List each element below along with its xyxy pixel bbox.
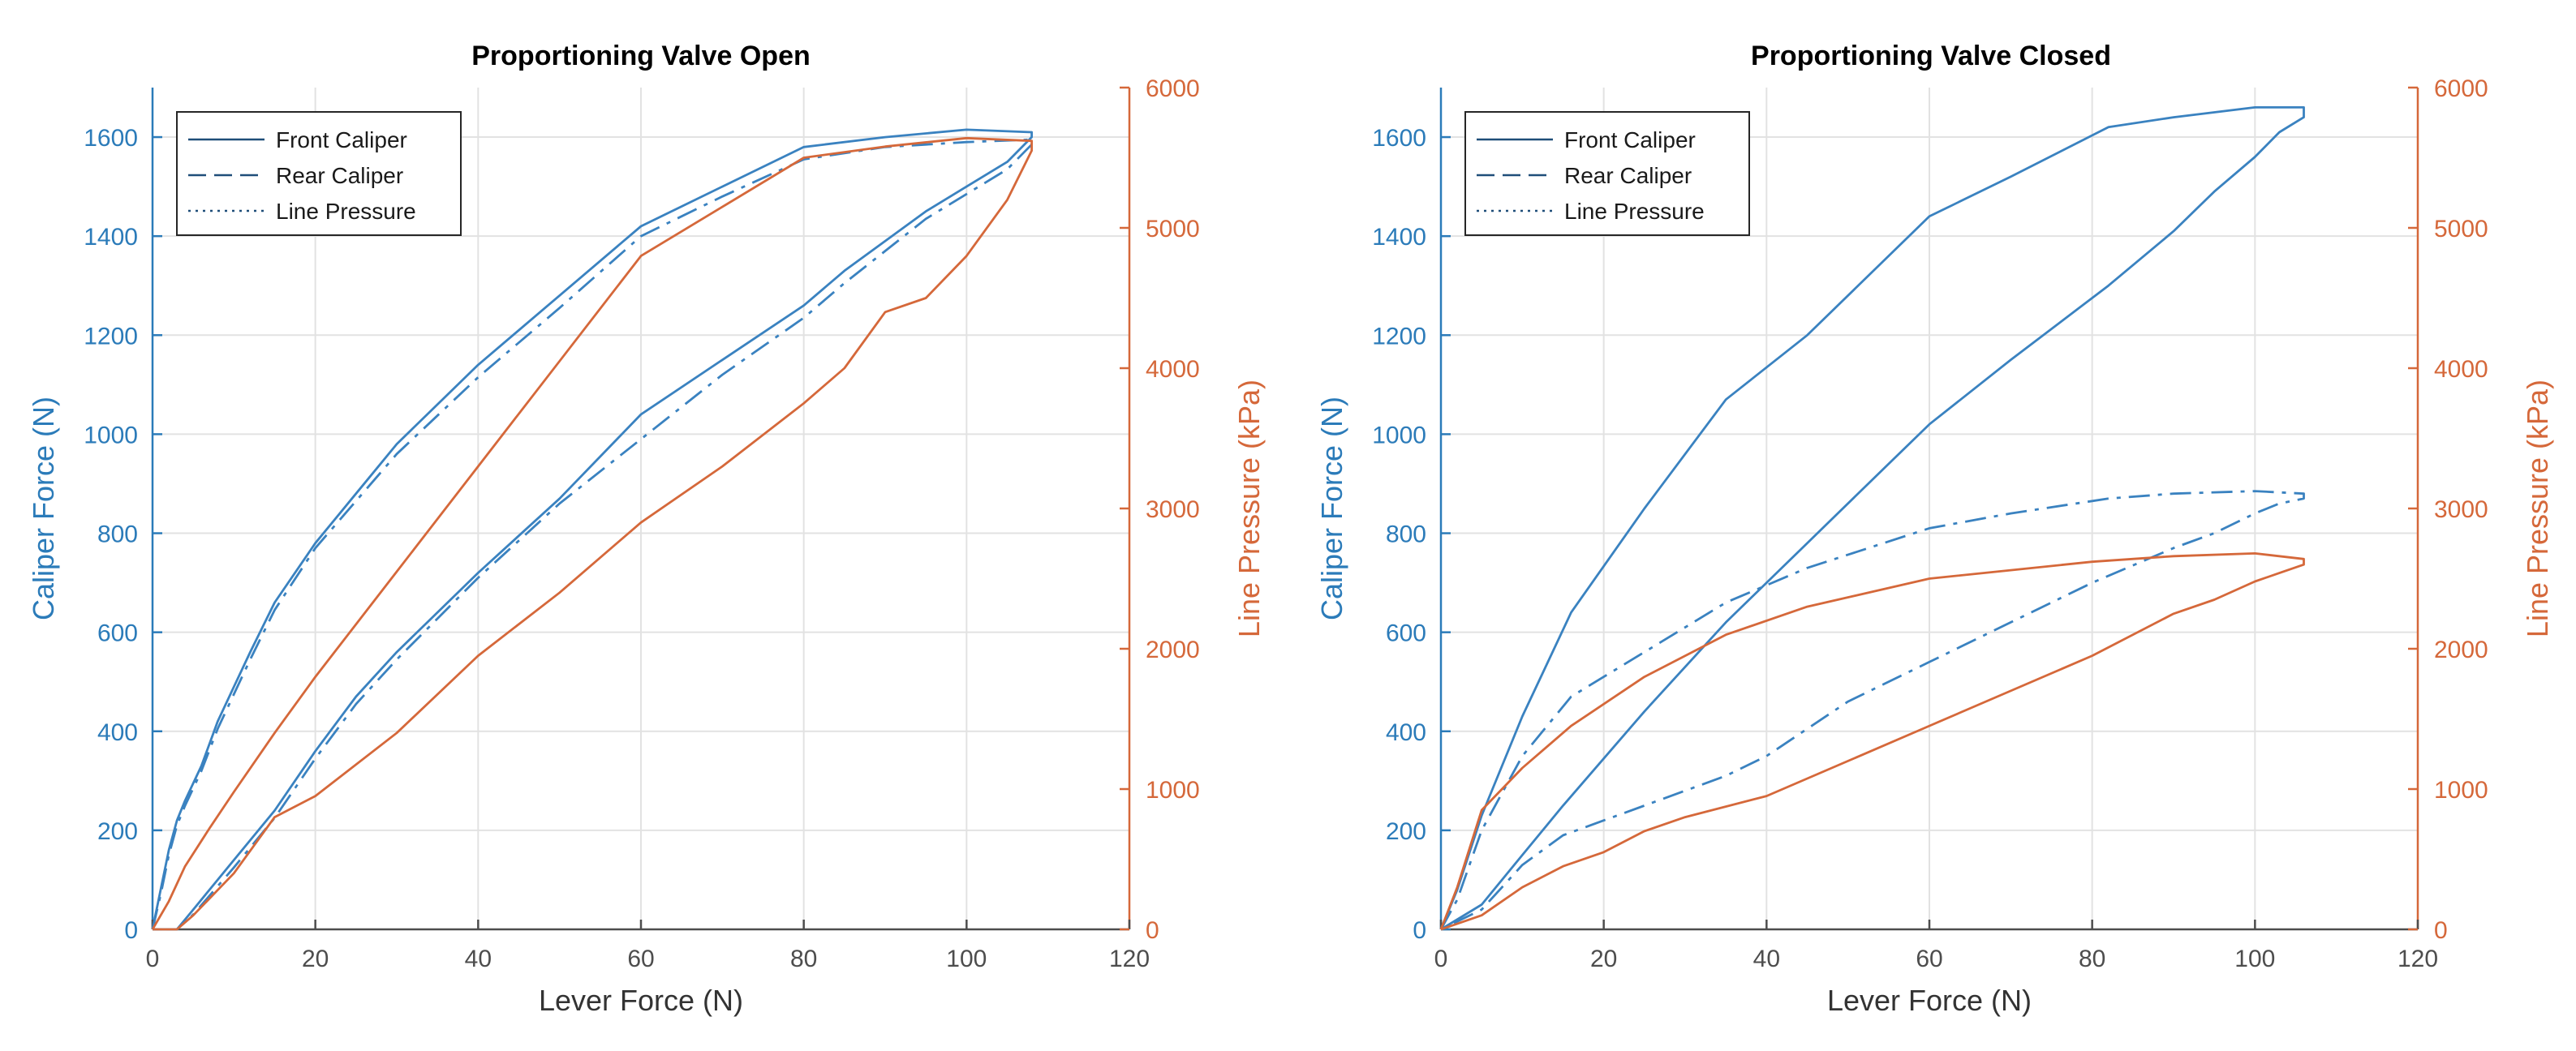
right-y-tick-label: 0 — [1146, 917, 1159, 944]
x-tick-label: 0 — [1434, 946, 1448, 972]
left-y-axis-label: Caliper Force (N) — [1315, 397, 1348, 620]
right-y-tick-label: 6000 — [2434, 75, 2488, 102]
x-tick-label: 80 — [790, 946, 817, 972]
chart-1: 0 20 40 60 80 100 1200200400600800100012001400… — [27, 41, 1266, 1017]
series-front-caliper — [151, 128, 1033, 931]
series-rear-caliper — [1439, 490, 2305, 931]
left-y-tick-label: 1200 — [84, 323, 138, 350]
left-y-axis-label: Caliper Force (N) — [27, 397, 60, 620]
chart-2: 0 20 40 60 80 100 1200200400600800100012001400… — [1315, 41, 2554, 1017]
x-tick-label: 80 — [2079, 946, 2105, 972]
x-tick-label: 60 — [1916, 946, 1942, 972]
right-y-tick-label: 3000 — [1146, 496, 1200, 523]
left-y-tick-label: 0 — [1413, 917, 1426, 944]
right-y-tick-label: 6000 — [1146, 75, 1200, 102]
left-y-tick-label: 200 — [97, 818, 138, 845]
left-y-tick-label: 1400 — [1372, 224, 1426, 251]
legend-label: Rear Caliper — [276, 163, 403, 188]
x-tick-label: 120 — [2398, 946, 2438, 972]
right-y-tick-label: 0 — [2434, 917, 2448, 944]
chart-title: Proportioning Valve Open — [471, 41, 811, 71]
legend-box — [1464, 111, 1750, 236]
left-y-tick-label: 1200 — [1372, 323, 1426, 350]
series-group — [151, 128, 1033, 931]
left-y-tick-label: 1000 — [1372, 422, 1426, 448]
left-y-tick-label: 600 — [97, 620, 138, 647]
left-y-tick-label: 600 — [1386, 620, 1426, 647]
x-tick-label: 100 — [946, 946, 987, 972]
left-y-tick-label: 400 — [97, 719, 138, 746]
right-y-tick-label: 4000 — [2434, 356, 2488, 383]
legend: Front Caliper Rear Caliper Line Pressure — [1464, 111, 1750, 236]
left-y-tick-label: 800 — [1386, 521, 1426, 548]
x-tick-label: 40 — [1753, 946, 1780, 972]
legend-box — [176, 111, 462, 236]
right-y-tick-label: 3000 — [2434, 496, 2488, 523]
left-y-tick-label: 0 — [124, 917, 138, 944]
right-y-tick-label: 4000 — [1146, 356, 1200, 383]
right-y-tick-label: 2000 — [1146, 637, 1200, 663]
series-line-pressure — [151, 136, 1033, 931]
chart-title: Proportioning Valve Closed — [1751, 41, 2111, 71]
x-tick-label: 60 — [627, 946, 654, 972]
legend-label: Front Caliper — [276, 127, 407, 152]
left-y-tick-label: 1400 — [84, 224, 138, 251]
x-axis-label: Lever Force (N) — [539, 984, 743, 1017]
right-y-tick-label: 2000 — [2434, 637, 2488, 663]
series-group — [1439, 105, 2305, 931]
legend-label: Front Caliper — [1564, 127, 1696, 152]
series-front-caliper — [1439, 105, 2305, 931]
legend-label: Line Pressure — [1564, 199, 1705, 224]
left-y-tick-label: 1000 — [84, 422, 138, 448]
right-y-tick-label: 1000 — [2434, 777, 2488, 804]
right-y-tick-label: 5000 — [1146, 216, 1200, 242]
legend-label: Line Pressure — [276, 199, 416, 224]
right-y-axis-label: Line Pressure (kPa) — [2521, 380, 2554, 637]
legend-label: Rear Caliper — [1564, 163, 1692, 188]
right-y-axis-label: Line Pressure (kPa) — [1232, 380, 1266, 637]
x-tick-label: 40 — [465, 946, 492, 972]
x-tick-label: 20 — [1590, 946, 1617, 972]
left-y-tick-label: 1600 — [1372, 125, 1426, 152]
x-tick-label: 20 — [302, 946, 329, 972]
left-y-tick-label: 200 — [1386, 818, 1426, 845]
left-y-tick-label: 1600 — [84, 125, 138, 152]
x-axis-label: Lever Force (N) — [1827, 984, 2032, 1017]
x-tick-label: 0 — [146, 946, 160, 972]
x-tick-label: 100 — [2234, 946, 2275, 972]
right-y-tick-label: 5000 — [2434, 216, 2488, 242]
left-y-tick-label: 400 — [1386, 719, 1426, 746]
series-rear-caliper — [151, 138, 1033, 931]
right-y-tick-label: 1000 — [1146, 777, 1200, 804]
legend: Front Caliper Rear Caliper Line Pressure — [176, 111, 462, 236]
series-line-pressure — [1439, 552, 2305, 931]
left-y-tick-label: 800 — [97, 521, 138, 548]
grid — [1441, 88, 2418, 929]
x-tick-label: 120 — [1109, 946, 1150, 972]
